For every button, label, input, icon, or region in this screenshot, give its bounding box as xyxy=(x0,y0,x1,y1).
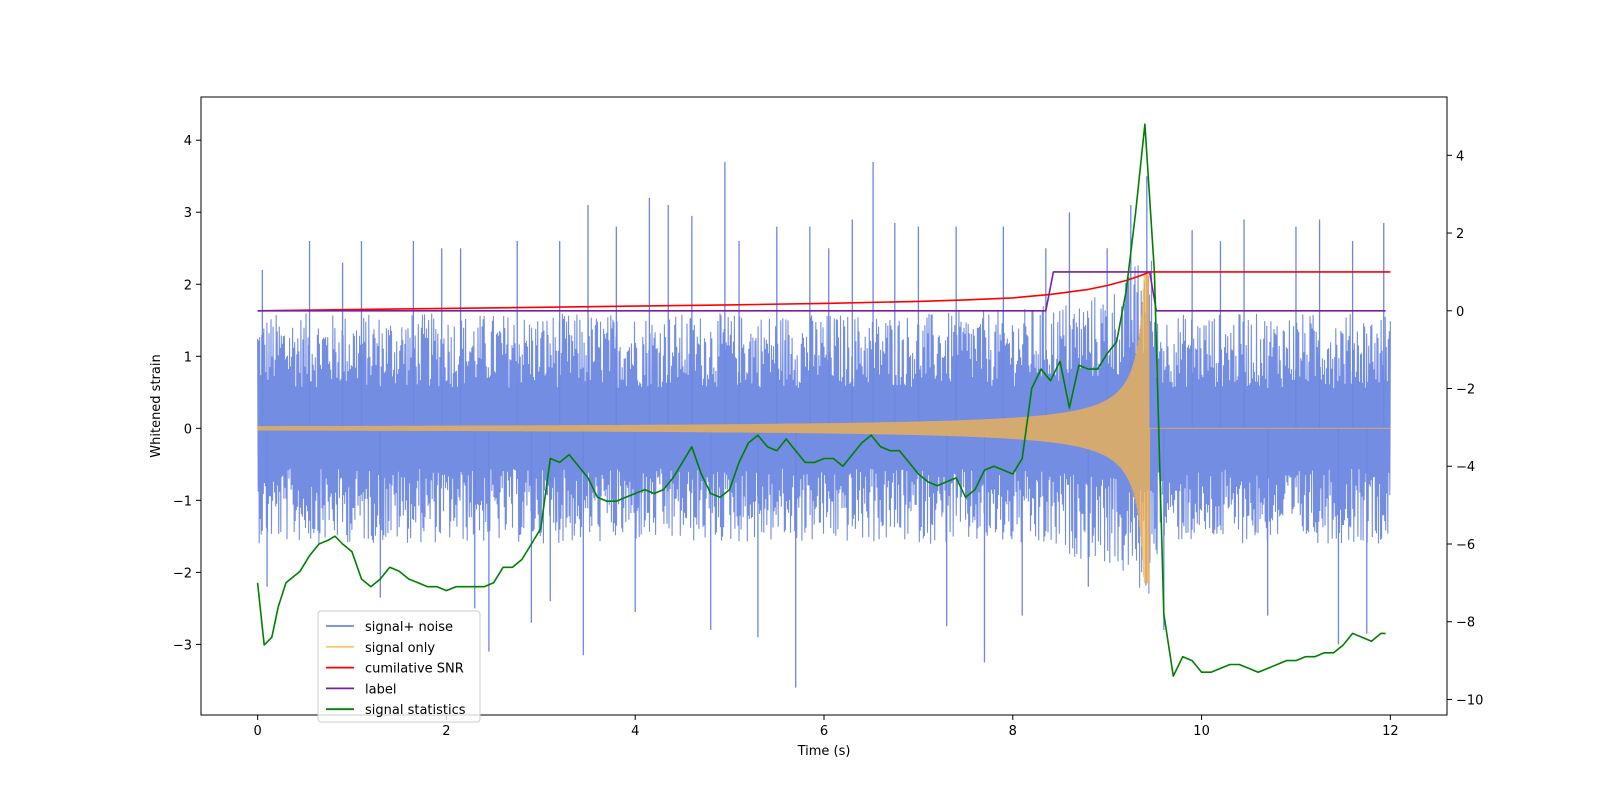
y-tick-label: −2 xyxy=(173,566,192,581)
y-tick-label: −3 xyxy=(173,638,192,653)
x-tick-label: 0 xyxy=(253,724,261,739)
series-line-signal-only xyxy=(257,273,1391,584)
series-line-signal-noise xyxy=(257,260,1391,594)
x-axis-label: Time (s) xyxy=(797,744,851,759)
series-line-signal-statistics xyxy=(256,123,1386,677)
y-tick-label: 0 xyxy=(184,422,192,437)
legend-label: signal+ noise xyxy=(365,620,453,635)
x-tick-label: 6 xyxy=(820,724,828,739)
x-tick-label: 4 xyxy=(631,724,639,739)
y-tick-label: 3 xyxy=(184,206,192,221)
legend-label: label xyxy=(365,682,396,697)
y2-tick-label: −2 xyxy=(1456,383,1475,398)
y2-tick-label: −4 xyxy=(1456,460,1475,475)
y-tick-label: 2 xyxy=(184,278,192,293)
y-axis-label: Whitened strain xyxy=(149,354,164,457)
legend-box xyxy=(317,610,481,723)
x-tick-label: 10 xyxy=(1193,724,1210,739)
y2-tick-label: −8 xyxy=(1456,616,1475,631)
legend-label: signal statistics xyxy=(365,703,466,718)
y-tick-label: 4 xyxy=(184,134,192,149)
y2-tick-label: 0 xyxy=(1456,305,1464,320)
legend-label: signal only xyxy=(365,641,435,656)
y2-tick-label: 4 xyxy=(1456,149,1464,164)
x-tick-label: 8 xyxy=(1009,724,1017,739)
legend: signal+ noise signal only cumilative SNR la… xyxy=(317,610,481,723)
legend-label: cumilative SNR xyxy=(365,662,464,677)
y2-tick-label: −6 xyxy=(1456,538,1475,553)
y2-tick-label: −10 xyxy=(1456,693,1483,708)
y2-tick-label: 2 xyxy=(1456,227,1464,242)
series-line-label xyxy=(257,271,1386,312)
y-tick-label: −1 xyxy=(173,494,192,509)
series-line-cumilative-snr xyxy=(257,271,1391,312)
x-tick-label: 2 xyxy=(442,724,450,739)
x-tick-label: 12 xyxy=(1382,724,1399,739)
y-tick-label: 1 xyxy=(184,350,192,365)
